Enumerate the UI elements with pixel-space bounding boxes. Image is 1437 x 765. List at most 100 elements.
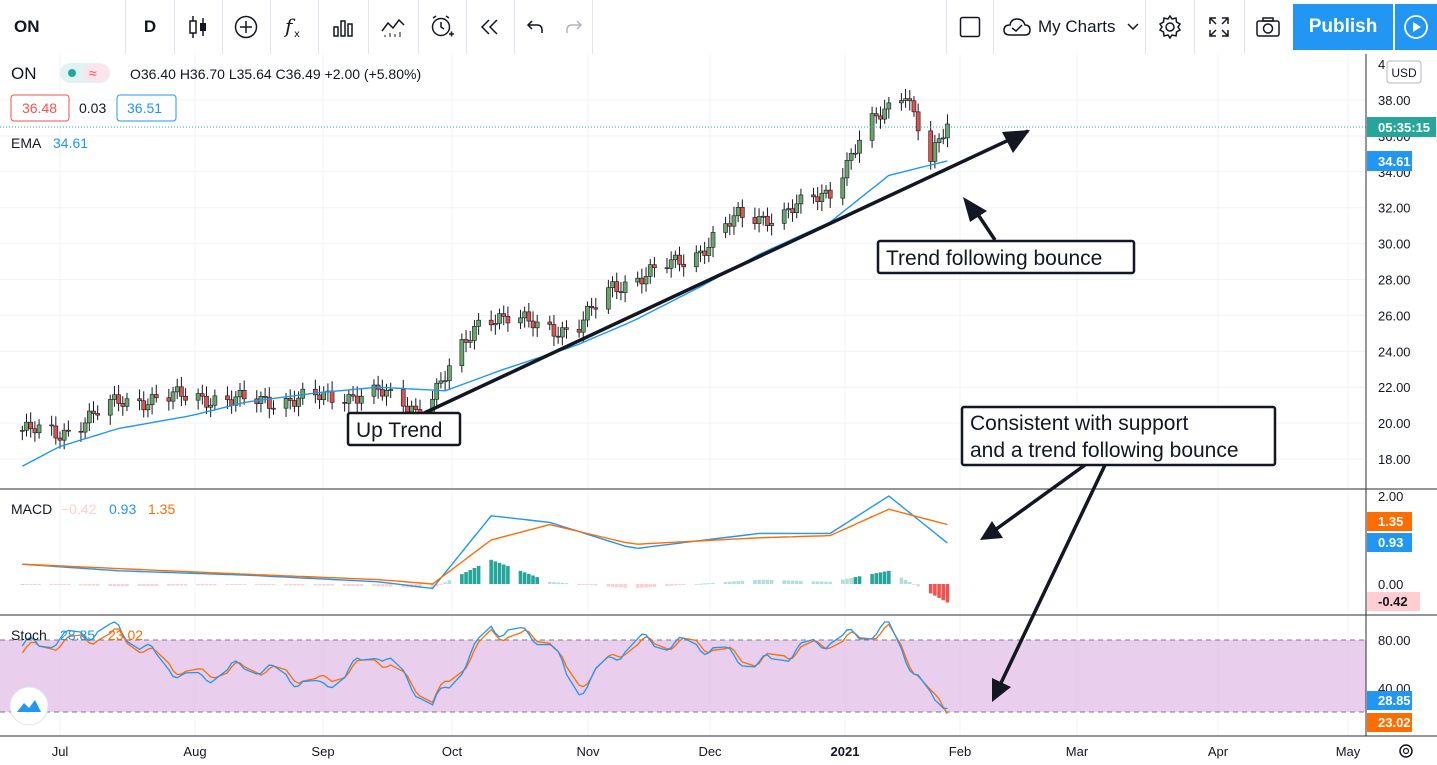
- candle-body: [668, 259, 674, 269]
- macd-bar: [380, 584, 385, 587]
- alert-button[interactable]: [418, 0, 467, 54]
- ema-legend-value: 34.61: [53, 135, 88, 151]
- price-tick-label: 30.00: [1378, 237, 1411, 252]
- candle-body: [405, 405, 410, 413]
- candle-body: [635, 277, 640, 283]
- time-label: Sep: [311, 744, 334, 759]
- candle-body: [848, 153, 854, 161]
- price-tick-label: 22.00: [1378, 380, 1411, 395]
- macd-bar: [326, 584, 330, 586]
- stoch-legend-label[interactable]: Stoch: [11, 627, 47, 643]
- add-symbol-button[interactable]: [222, 0, 271, 54]
- candle-body: [57, 437, 63, 441]
- redo-button[interactable]: [556, 0, 593, 54]
- macd-bar: [296, 584, 301, 586]
- publish-button[interactable]: Publish: [1293, 4, 1393, 50]
- candle-body: [120, 403, 126, 407]
- stoch-axis-tick: 80.00: [1378, 633, 1411, 648]
- candle-body: [501, 313, 507, 317]
- candle-body: [827, 189, 833, 199]
- macd-bar: [531, 575, 535, 584]
- currency-box[interactable]: [1386, 60, 1422, 84]
- interval-label: D: [143, 17, 157, 36]
- candle-body: [95, 413, 100, 416]
- ask-box[interactable]: [116, 94, 177, 122]
- candle-body: [765, 215, 770, 226]
- chart-type-button[interactable]: [174, 0, 223, 54]
- macd-bar: [547, 581, 552, 584]
- candle-body: [195, 393, 201, 401]
- macd-axis-tick: 0.00: [1378, 577, 1403, 592]
- settings-button[interactable]: [1146, 0, 1195, 54]
- macd-bar: [648, 584, 653, 588]
- macd-legend-label[interactable]: MACD: [11, 501, 52, 517]
- candle-body: [873, 113, 879, 117]
- candle-body: [137, 398, 142, 402]
- macd-hist-badge-value: -0.42: [1378, 594, 1408, 609]
- candle-body: [932, 142, 938, 162]
- candle-body: [267, 396, 272, 409]
- layout-button[interactable]: [946, 0, 994, 54]
- candle-body: [769, 223, 774, 226]
- time-label: Mar: [1066, 744, 1089, 759]
- macd-bar: [610, 584, 615, 587]
- macd-bar: [171, 584, 175, 586]
- macd-bar: [120, 584, 125, 587]
- chart-canvas[interactable]: 38.0036.0034.0032.0030.0028.0026.0024.00…: [0, 54, 1437, 765]
- candle-body: [149, 394, 155, 406]
- snapshot-button[interactable]: [1244, 0, 1292, 54]
- ema-legend-label[interactable]: EMA: [11, 135, 42, 151]
- macd-bar: [146, 584, 150, 586]
- bounce-label: Trend following bounce: [886, 247, 1102, 270]
- symbol-search[interactable]: ON: [0, 0, 126, 54]
- candle-body: [20, 429, 25, 432]
- my-charts-button[interactable]: My Charts: [992, 0, 1146, 54]
- replay-icon: [480, 19, 498, 35]
- candle-body: [735, 207, 741, 217]
- candle-body: [434, 382, 440, 400]
- candle-body: [752, 217, 758, 224]
- macd-bar: [501, 564, 506, 584]
- time-axis-settings[interactable]: [1399, 744, 1413, 758]
- candle-body: [727, 223, 733, 227]
- candle-body: [760, 215, 766, 218]
- bid-box[interactable]: [10, 94, 70, 122]
- macd-bar: [150, 584, 154, 586]
- macd-bar: [933, 584, 937, 596]
- macd-bar: [141, 584, 146, 586]
- time-axis[interactable]: Jul Aug Sep Oct Nov Dec 2021 Feb Mar Apr…: [52, 744, 1361, 759]
- compare-button[interactable]: [368, 0, 419, 54]
- macd-bar: [518, 570, 523, 584]
- bounce-callout[interactable]: Trend following bounce: [876, 239, 1136, 275]
- macd-bar: [522, 572, 527, 584]
- templates-button[interactable]: [318, 0, 369, 54]
- up-trend-callout[interactable]: Up Trend: [346, 411, 462, 447]
- candle-body: [459, 339, 465, 367]
- fullscreen-button[interactable]: [1194, 0, 1245, 54]
- replay-button[interactable]: [466, 0, 515, 54]
- interval-button[interactable]: D: [126, 0, 175, 54]
- candle-body: [706, 246, 712, 256]
- up-trend-arrowhead: [1002, 130, 1030, 153]
- candle-body: [400, 389, 406, 407]
- candle-body: [49, 424, 54, 427]
- macd-bar: [694, 584, 699, 585]
- macd-axis-tick: 2.00: [1378, 489, 1403, 504]
- macd-bar: [623, 584, 627, 588]
- candle-body: [882, 108, 887, 120]
- macd-bar: [753, 579, 757, 584]
- tradingview-logo[interactable]: [9, 686, 49, 726]
- candle-body: [903, 98, 908, 101]
- candle-body: [857, 139, 862, 154]
- ask-value: 36.51: [127, 100, 162, 116]
- undo-button[interactable]: [514, 0, 556, 54]
- support-callout[interactable]: Consistent with support and a trend foll…: [960, 405, 1277, 467]
- candle-body: [781, 209, 787, 224]
- macd-bar: [673, 584, 678, 586]
- redo-icon: [566, 20, 583, 33]
- play-button[interactable]: [1395, 4, 1437, 50]
- ema-badge-value: 34.61: [1378, 154, 1411, 169]
- macd-bar: [464, 572, 468, 584]
